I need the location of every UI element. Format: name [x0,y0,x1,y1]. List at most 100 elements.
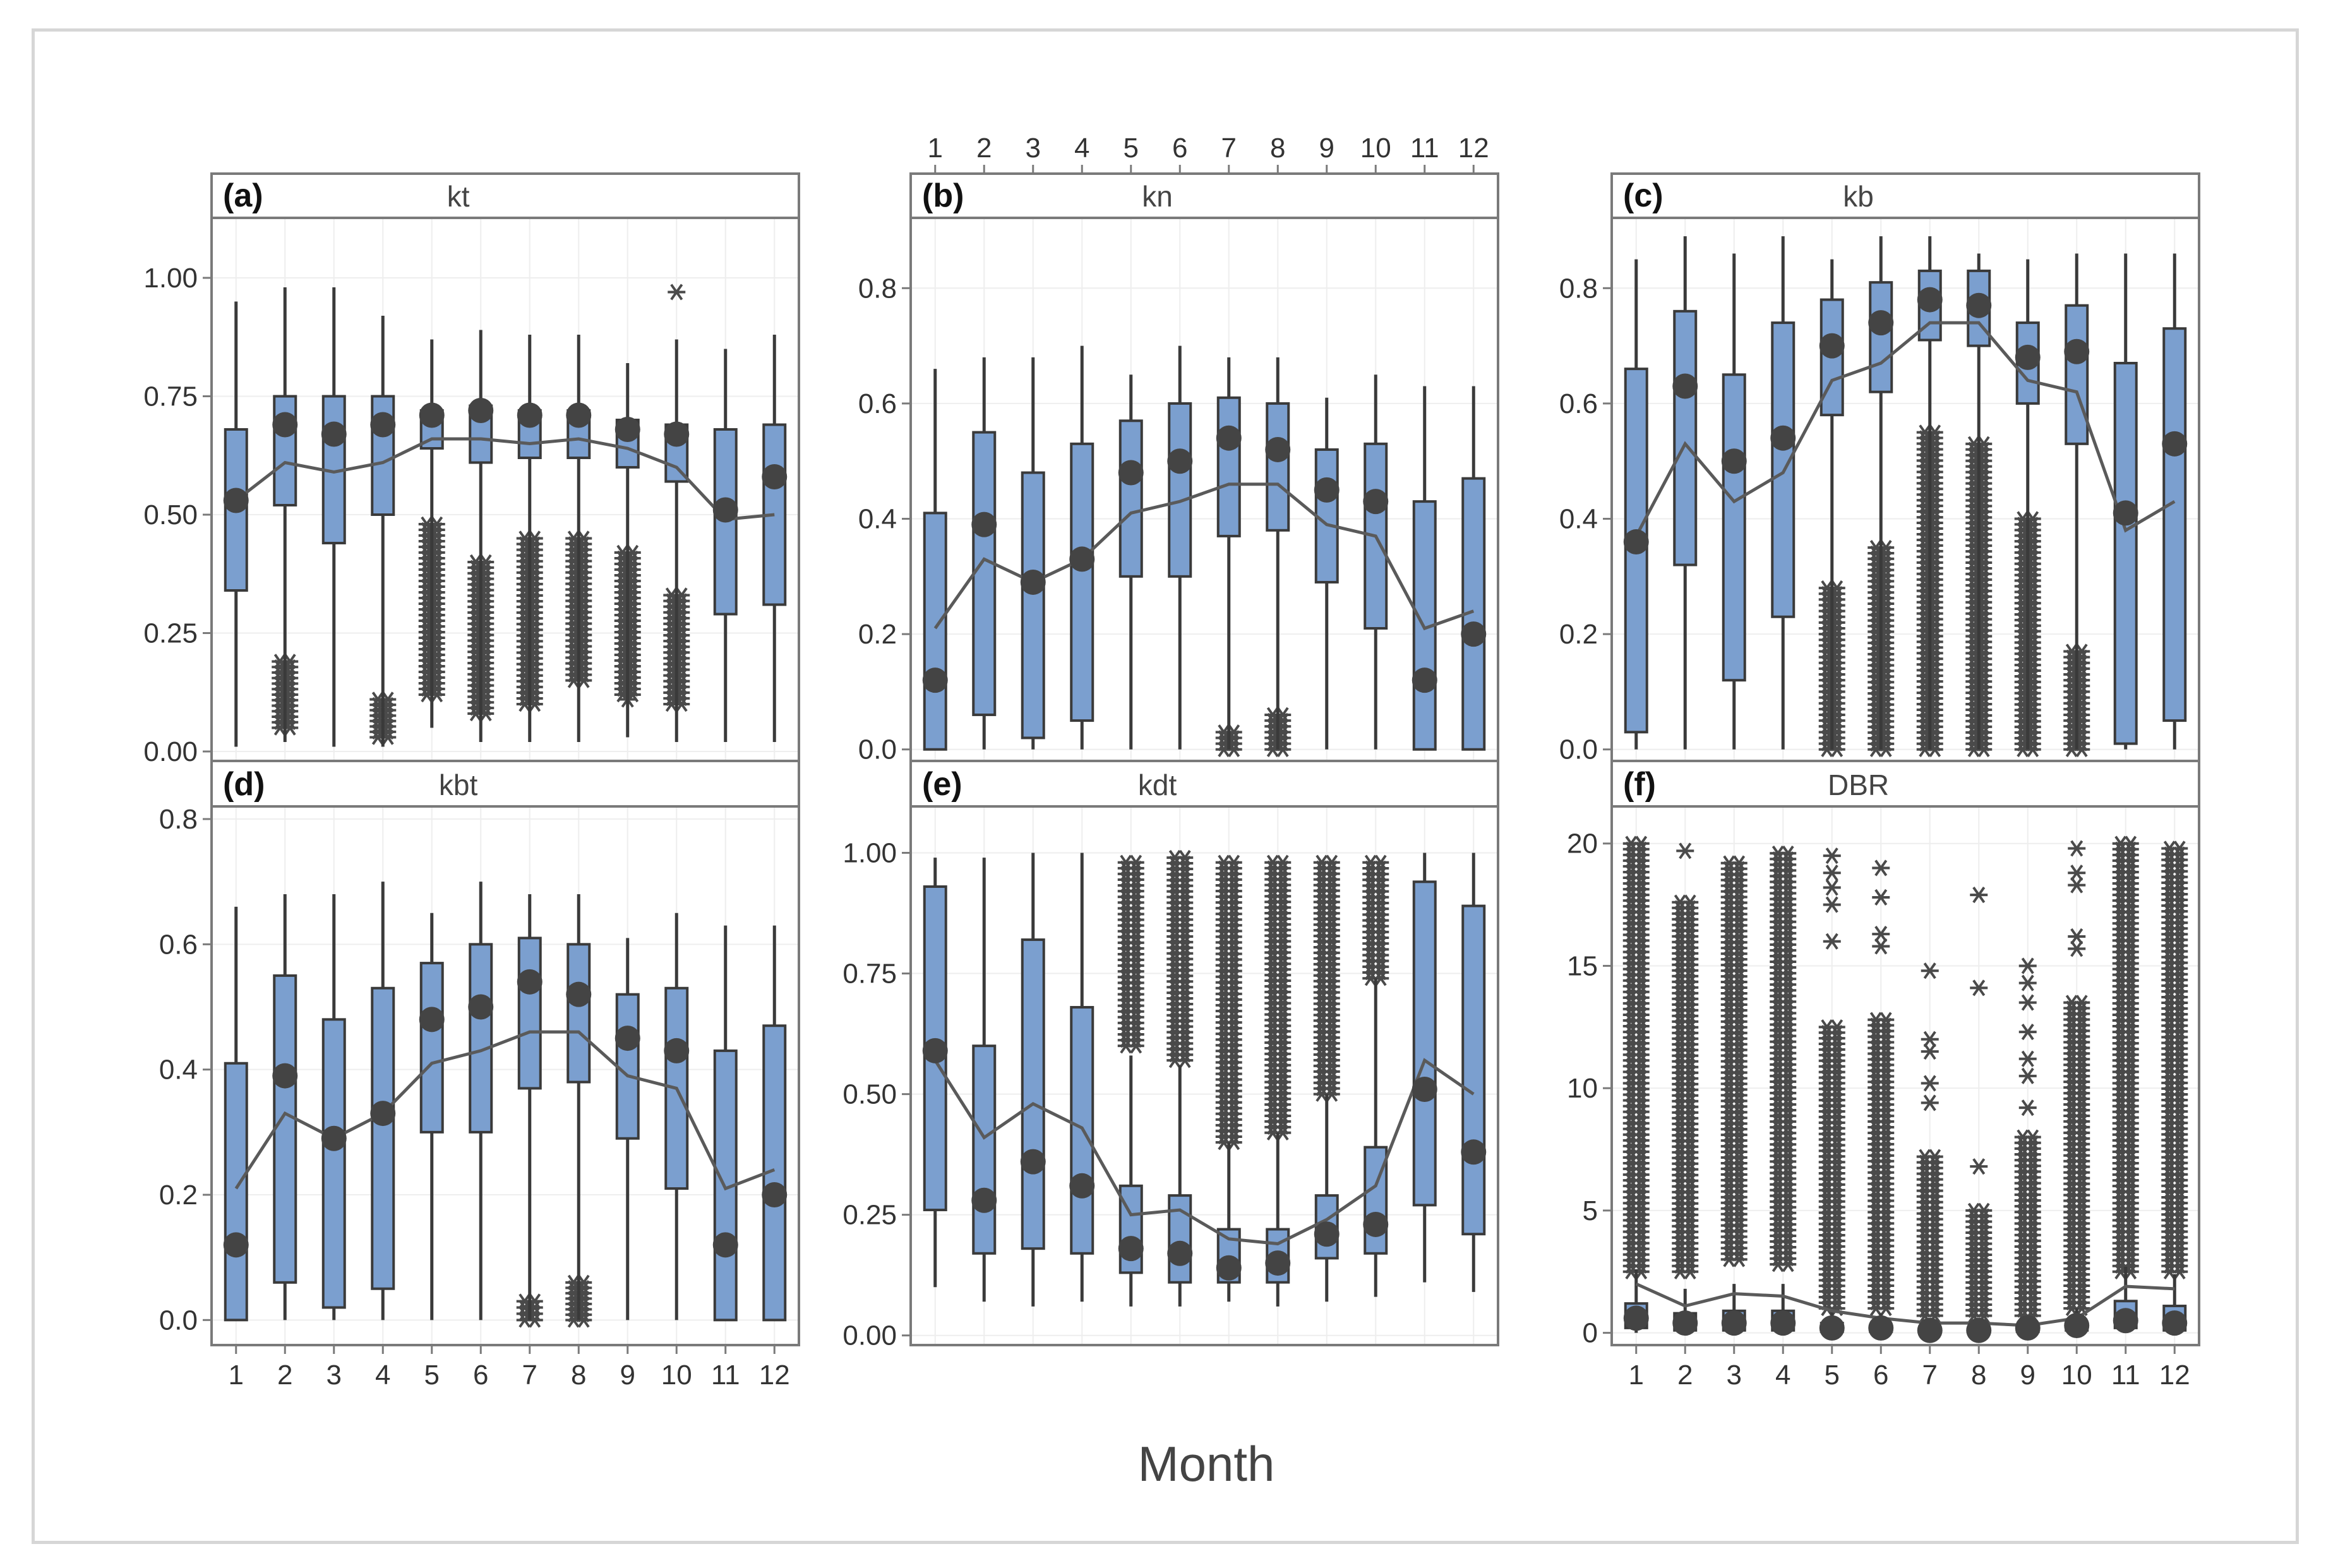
median-marker [2162,1310,2188,1336]
outlier-cluster-month-10 [663,587,690,712]
plot-area [1610,805,2200,1346]
y-tick-label: 0.00 [143,736,198,767]
median-marker [2015,1315,2041,1341]
x-tick-label: 5 [1825,1360,1840,1391]
iqr-box [1461,904,1486,1236]
median-marker [1167,1240,1193,1266]
x-tick-label: 7 [1922,1360,1938,1391]
median-marker [1069,1173,1095,1199]
median-marker [1069,546,1095,572]
median-marker [664,1038,690,1063]
box-month-2 [1673,236,1698,750]
median-marker [1461,1139,1487,1165]
outlier-cluster-month-7 [1916,424,1943,757]
x-tick-label: 5 [424,1360,440,1391]
iqr-box [321,1018,346,1309]
panel-strip [1610,172,2200,219]
y-tick-label: 0.0 [159,1305,198,1336]
x-tick-label: 12 [2159,1360,2190,1391]
median-marker [1118,1236,1144,1262]
iqr-box [615,993,640,1140]
box-month-1 [224,301,248,747]
median-marker [1461,621,1487,647]
median-marker [664,421,690,447]
median-marker [1672,373,1698,399]
y-tick-label: 0.00 [842,1320,897,1351]
median-marker [223,1232,249,1258]
panel-title: kn [1142,180,1173,213]
median-marker [1020,1149,1046,1175]
median-marker [1868,310,1894,336]
box-month-10 [664,913,689,1320]
outlier-marker [668,284,686,301]
iqr-box [1412,880,1437,1207]
panel-kt: (a) kt 0.00 0.25 0.50 0.75 1.00 [143,172,800,767]
median-marker [1672,1310,1698,1336]
x-tick-label: 8 [571,1360,586,1391]
median-marker [468,398,494,423]
panel-tag: (b) [922,177,964,214]
box-month-11 [713,925,738,1322]
mean-connect-line [933,1058,1475,1246]
iqr-box [972,1044,997,1255]
iqr-box [469,943,493,1134]
median-marker [1118,460,1144,486]
panel-kn: (b) kn0.00.20.40.60.81 2 3 4 5 6 7 8 9 10 11 12 [858,133,1499,765]
panel-strip [210,760,800,808]
median-marker [1770,425,1796,451]
iqr-box [1722,373,1746,682]
x-tick-label: 12 [759,1360,790,1391]
iqr-box [567,943,591,1084]
median-marker [971,512,997,537]
box-month-10 [1364,978,1388,1297]
panel-title: DBR [1828,769,1889,801]
box-month-12 [1461,386,1486,751]
x-tick-label: 3 [327,1360,342,1391]
median-marker [2064,1313,2090,1339]
y-tick-label: 0.2 [159,1180,198,1211]
iqr-box [419,962,444,1134]
panel-title: kb [1843,180,1874,213]
x-tick-label: 4 [1074,133,1089,164]
x-tick-label: 10 [2061,1360,2092,1391]
y-tick-label: 20 [1567,829,1598,859]
y-tick-label: 1.00 [842,837,897,868]
median-marker [1412,1076,1437,1102]
y-tick-label: 0.6 [159,929,198,960]
iqr-box [1021,938,1045,1250]
y-tick-label: 0.2 [1559,619,1598,650]
x-tick-label: 1 [229,1360,244,1391]
x-tick-label: 9 [1319,133,1334,164]
median-marker [468,994,494,1020]
median-marker [614,1026,640,1051]
x-tick-label: 2 [277,1360,292,1391]
box-month-12 [1461,853,1486,1292]
median-marker [1819,333,1845,359]
iqr-box [2065,304,2089,445]
box-month-4 [1771,236,1795,750]
y-tick-label: 0.4 [858,504,897,535]
iqr-box [1070,442,1094,722]
median-marker [1265,1250,1291,1276]
iqr-box [517,937,542,1090]
y-tick-label: 0.25 [143,618,198,649]
median-marker [1917,287,1943,313]
box-month-5 [419,913,444,1320]
median-marker [1412,667,1437,693]
panel-strip [909,760,1499,808]
median-marker [614,417,640,442]
x-tick-label: 1 [928,133,943,164]
box-month-8 [567,894,591,1320]
median-marker [1966,1317,1992,1343]
median-marker [2162,431,2188,457]
box-month-6 [1168,1065,1192,1307]
median-marker [1216,425,1242,451]
outlier-cluster-month-4 [1770,846,1797,1272]
panel-tag: (f) [1623,766,1656,803]
plot-area [909,805,1499,1346]
x-tick-label: 4 [1775,1360,1790,1391]
box-month-5 [1118,1055,1143,1307]
iqr-box [1314,448,1339,584]
y-tick-label: 0.2 [858,619,897,650]
